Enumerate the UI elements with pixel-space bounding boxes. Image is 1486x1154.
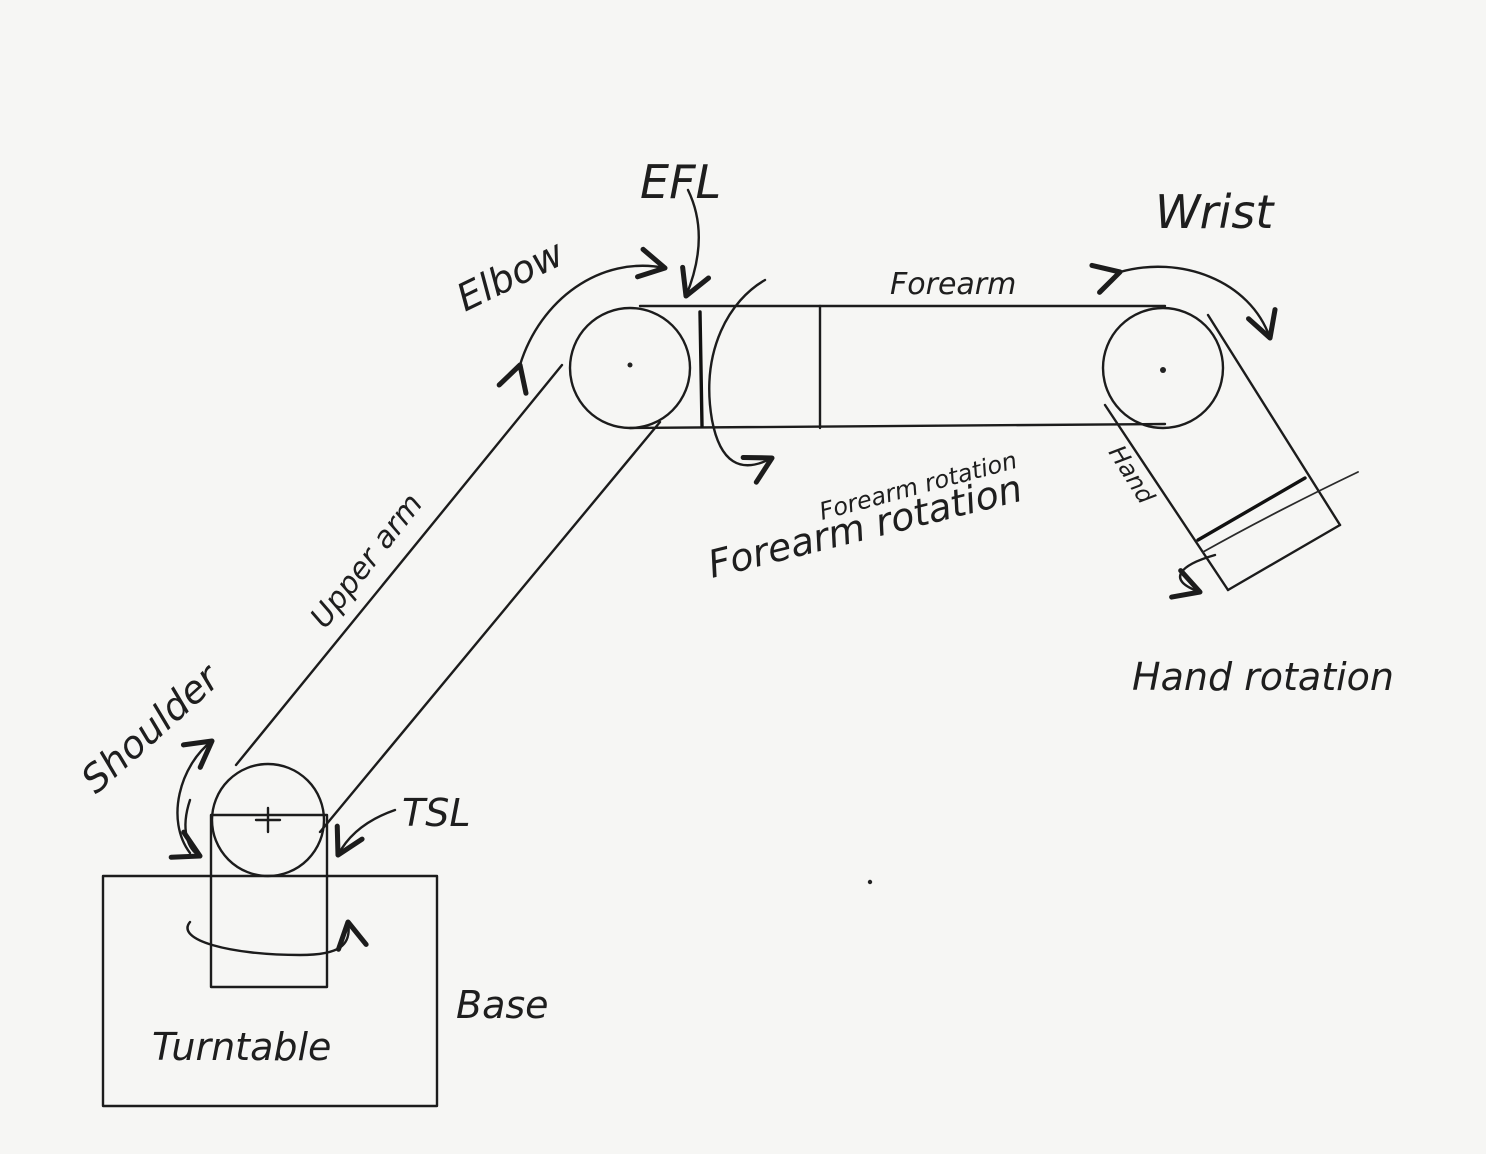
forearm-label: Forearm	[890, 267, 1016, 302]
wrist-rotation-arrow	[1089, 262, 1278, 341]
base-box	[101, 874, 439, 1108]
forearm-rotation-large-label: Forearm rotation	[704, 466, 1027, 587]
turntable-box	[209, 813, 329, 989]
hand-rotation-label: Hand rotation	[1132, 655, 1394, 699]
forearm	[628, 304, 1167, 430]
shoulder-label: Shoulder	[73, 654, 230, 802]
wrist-joint	[1101, 306, 1225, 430]
tsl-label: TSL	[402, 791, 471, 835]
shoulder-rotation-arrow-lower	[168, 798, 203, 860]
upper-arm	[234, 363, 662, 834]
elbow-joint	[568, 306, 692, 430]
turntable-label: Turntable	[152, 1025, 331, 1069]
tsl-arrow	[334, 808, 397, 858]
shoulder-joint	[210, 762, 326, 878]
efl-label: EFL	[640, 155, 721, 209]
hand	[1103, 313, 1359, 592]
shoulder-rotation-arrow	[176, 738, 215, 855]
stray-dot	[867, 879, 873, 885]
forearm-rotation-arrow	[708, 278, 775, 485]
wrist-label: Wrist	[1155, 185, 1275, 239]
efl-arrow	[680, 188, 712, 299]
hand-rotation-arrow	[1169, 553, 1217, 600]
turntable-rotation-arrow	[186, 919, 369, 957]
elbow-rotation-arrow	[496, 246, 668, 396]
base-label: Base	[456, 983, 549, 1027]
upper-arm-label: Upper arm	[304, 487, 430, 635]
